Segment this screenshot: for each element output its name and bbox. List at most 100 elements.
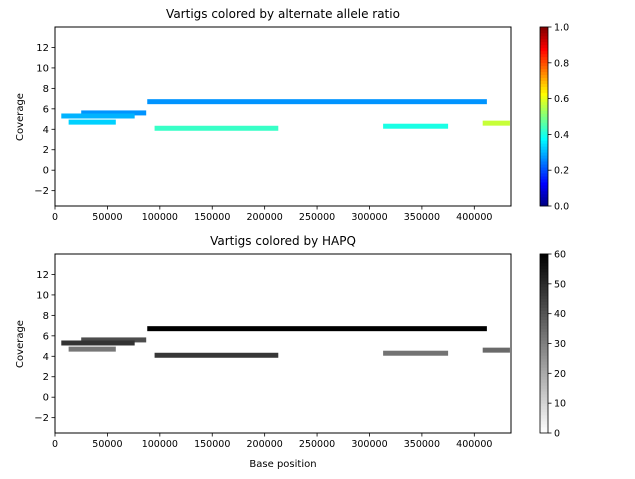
x-tick-label: 200000: [247, 439, 283, 450]
colorbar-swatch: [540, 125, 548, 129]
colorbar-swatch: [540, 86, 548, 90]
colorbar-swatch: [540, 364, 548, 368]
colorbar-swatch: [540, 119, 548, 123]
colorbar-swatch: [540, 399, 548, 404]
colorbar-frame: [539, 26, 549, 207]
vartig-segment: [81, 337, 147, 343]
colorbar-swatch: [540, 32, 548, 37]
colorbar-swatch: [540, 107, 548, 111]
y-tick-label: 6: [43, 331, 49, 342]
colorbar-swatch: [540, 160, 548, 165]
colorbar-swatch: [540, 295, 548, 300]
colorbar-tick-label: 60: [554, 250, 566, 261]
colorbar-swatch: [540, 71, 548, 76]
colorbar-swatch: [540, 417, 548, 422]
colorbar-swatch: [540, 381, 548, 386]
colorbar-swatch: [540, 393, 548, 398]
colorbar-swatch: [540, 83, 548, 87]
colorbar-swatch: [540, 77, 548, 81]
vartig-segment: [61, 113, 135, 119]
colorbar-swatch: [540, 143, 548, 147]
vartig-segment: [81, 110, 147, 116]
x-tick-label: 300000: [351, 439, 387, 450]
y-tick-label: 10: [36, 290, 49, 301]
colorbar-tick-label: 0.4: [554, 130, 569, 141]
colorbar-swatch: [540, 181, 548, 186]
x-tick-label: 350000: [404, 439, 440, 450]
colorbar-tick-label: 0.0: [554, 202, 569, 213]
colorbar-swatch: [540, 68, 548, 73]
colorbar-swatch: [540, 98, 548, 102]
colorbar-tick-label: 1.0: [554, 23, 569, 34]
y-tick-label: 12: [36, 270, 49, 281]
panel-hapq: Vartigs colored by HAPQ Coverage Base po…: [15, 234, 566, 470]
vartig-segment: [68, 119, 116, 125]
chart-title: Vartigs colored by HAPQ: [210, 234, 356, 248]
colorbar-swatch: [540, 313, 548, 317]
colorbar-swatch: [540, 316, 548, 320]
colorbar-swatch: [540, 187, 548, 192]
colorbar-swatch: [540, 172, 548, 177]
vartig-segment: [154, 352, 279, 358]
vartig-segment: [154, 125, 279, 131]
y-tick-label: −2: [34, 186, 49, 197]
colorbar-swatch: [540, 259, 548, 264]
colorbar-tick-label: 0: [554, 429, 560, 440]
colorbar-swatch: [540, 301, 548, 306]
colorbar-swatch: [540, 343, 548, 347]
colorbar-swatch: [540, 355, 548, 359]
colorbar-swatch: [540, 373, 548, 377]
y-tick-label: 6: [43, 104, 49, 115]
colorbar-swatch: [540, 29, 548, 34]
colorbar-swatch: [540, 265, 548, 270]
colorbar-swatch: [540, 277, 548, 282]
x-tick-label: 100000: [142, 212, 178, 223]
colorbar-swatch: [540, 367, 548, 371]
y-tick-label: 0: [43, 393, 49, 404]
colorbar-swatch: [540, 26, 548, 31]
colorbar-swatch: [540, 116, 548, 120]
colorbar-swatch: [540, 283, 548, 288]
x-tick-label: 50000: [92, 439, 122, 450]
vartig-segment: [147, 326, 487, 332]
colorbar-swatch: [540, 310, 548, 314]
x-axis-label: Base position: [249, 459, 316, 470]
colorbar-swatch: [540, 169, 548, 174]
colorbar-swatch: [540, 59, 548, 64]
colorbar-swatch: [540, 429, 548, 434]
x-tick-label: 150000: [194, 439, 230, 450]
y-axis-label: Coverage: [15, 93, 26, 141]
colorbar-tick-label: 10: [554, 399, 566, 410]
vartig-segment: [68, 346, 116, 352]
colorbar-swatch: [540, 113, 548, 117]
colorbar-swatch: [540, 152, 548, 156]
colorbar-swatch: [540, 65, 548, 70]
colorbar-swatch: [540, 325, 548, 329]
colorbar-swatch: [540, 193, 548, 198]
x-tick-label: 300000: [351, 212, 387, 223]
colorbar-tick-label: 50: [554, 279, 566, 290]
colorbar: 0.0 0.2 0.4 0.6 0.8 1.0: [539, 23, 569, 213]
colorbar-swatch: [540, 414, 548, 419]
chart-title: Vartigs colored by alternate allele rati…: [166, 7, 400, 21]
colorbar-swatch: [540, 423, 548, 428]
vartig-segment: [482, 347, 510, 353]
colorbar-swatch: [540, 253, 548, 258]
vartig-segment: [383, 123, 449, 129]
colorbar-swatch: [540, 41, 548, 46]
y-tick-label: 8: [43, 311, 49, 322]
colorbar-swatch: [540, 92, 548, 96]
colorbar-swatch: [540, 274, 548, 279]
y-tick-label: 10: [36, 63, 49, 74]
x-tick-label: 150000: [194, 212, 230, 223]
x-tick-label: 0: [52, 439, 58, 450]
colorbar-tick-label: 20: [554, 369, 566, 380]
x-tick-label: 400000: [456, 439, 492, 450]
colorbar-swatch: [540, 352, 548, 356]
colorbar-swatch: [540, 420, 548, 425]
colorbar-swatch: [540, 47, 548, 52]
colorbar-tick-label: 0.2: [554, 166, 569, 177]
colorbar-swatch: [540, 286, 548, 291]
colorbar-swatch: [540, 199, 548, 204]
